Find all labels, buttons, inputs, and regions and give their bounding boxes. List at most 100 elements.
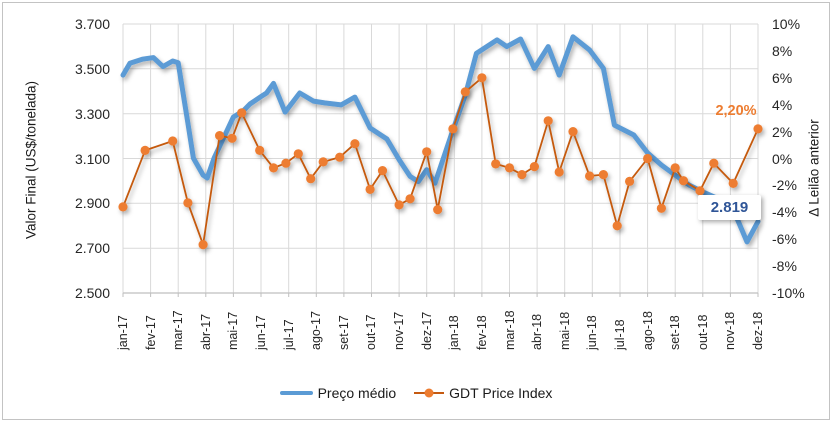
gdt-data-point	[168, 136, 178, 146]
gdt-data-point	[140, 145, 150, 155]
gdt-data-point	[448, 124, 458, 134]
preco-last-value-label: 2.819	[698, 195, 761, 220]
x-axis-tick-label: abr-17	[198, 313, 213, 350]
gdt-data-point	[255, 145, 265, 155]
gdt-data-point	[709, 158, 719, 168]
gdt-data-point	[350, 139, 360, 149]
x-axis-tick-label: set-17	[336, 315, 351, 350]
right-axis-tick-label: 10%	[772, 16, 801, 32]
gdt-data-point	[268, 163, 279, 173]
gdt-data-point	[281, 158, 291, 168]
x-axis-tick-label: mar-17	[171, 310, 186, 350]
gdt-data-point	[598, 170, 609, 180]
gdt-last-value-label: 2,20%	[715, 103, 757, 119]
left-axis-tick-label: 2.900	[74, 195, 110, 212]
right-axis-tick-label: 2%	[772, 123, 793, 140]
gdt-data-point	[335, 152, 345, 162]
x-axis-tick-label: dez-17	[419, 311, 434, 350]
gdt-data-point	[460, 87, 470, 97]
x-axis-tick-label: jan-17	[116, 315, 130, 350]
gdt-data-point	[306, 174, 316, 184]
gdt-data-point	[118, 202, 128, 212]
right-axis-tick-label: 8%	[772, 42, 793, 59]
x-axis-tick-label: nov-17	[392, 311, 407, 350]
legend-item-gdt-price-index: GDT Price Index	[414, 385, 552, 401]
left-axis-tick-label: 3.500	[74, 60, 110, 77]
gdt-data-point	[517, 170, 527, 180]
x-axis-tick-label: fev-18	[474, 315, 489, 350]
legend-item-preco-medio: Preço médio	[279, 385, 397, 401]
left-axis-tick-label: 2.700	[74, 240, 110, 257]
left-axis-title: Valor Final (US$/tonelada)	[23, 80, 39, 240]
gdt-line-sample-icon	[414, 388, 445, 398]
gdt-data-point	[625, 176, 635, 186]
gdt-data-point	[491, 159, 501, 169]
right-axis-title: Δ Leilão anterior	[806, 119, 822, 217]
preco-medio-line-sample-icon	[279, 390, 313, 396]
x-axis-tick-label: set-18	[668, 315, 683, 350]
legend-label-preco-medio: Preço médio	[317, 385, 397, 401]
gdt-data-point	[422, 147, 432, 157]
left-axis-tick-label: 3.100	[74, 150, 110, 167]
gdt-data-point	[543, 116, 553, 126]
left-axis-tick-label: 2.500	[74, 285, 110, 301]
gdt-data-point	[394, 200, 404, 210]
x-axis-tick-label: out-17	[364, 314, 379, 350]
preco-medio-line	[120, 34, 761, 245]
left-axis-tick-label: 3.700	[74, 16, 110, 32]
gdt-data-point	[198, 240, 208, 250]
x-axis-tick-label: mai-18	[557, 311, 572, 350]
gdt-data-point	[377, 166, 388, 176]
gdt-data-point	[529, 162, 540, 172]
gdt-data-point	[585, 171, 595, 181]
right-axis-tick-label: -2%	[772, 177, 797, 194]
gdt-data-point	[433, 205, 443, 215]
x-axis-tick-label: fev-17	[143, 315, 158, 350]
legend-label-gdt-price-index: GDT Price Index	[449, 385, 553, 401]
gdt-data-point	[227, 133, 237, 143]
x-axis-tick-label: dez-18	[751, 311, 765, 350]
gdt-data-point	[728, 178, 738, 188]
right-axis-tick-label: -10%	[772, 285, 805, 301]
gdt-data-point	[670, 163, 680, 173]
x-axis-tick-label: nov-18	[723, 311, 738, 350]
right-axis-tick-label: -4%	[772, 204, 797, 221]
x-axis-tick-label: abr-18	[530, 313, 545, 350]
gdt-data-point	[365, 184, 375, 194]
gdt-data-point	[678, 176, 689, 186]
gdt-data-point	[695, 186, 705, 196]
x-axis-tick-label: mai-17	[226, 311, 241, 350]
gdt-data-point	[293, 149, 303, 159]
x-axis-tick-label: ago-17	[309, 311, 324, 350]
left-axis-tick-label: 3.300	[74, 105, 110, 122]
right-axis-tick-label: -6%	[772, 231, 797, 248]
gdt-data-point	[183, 198, 193, 208]
x-axis-tick-label: jul-18	[612, 319, 627, 350]
gdt-data-point	[405, 194, 415, 204]
x-axis-tick-label: jan-18	[447, 315, 462, 350]
gdt-data-point	[753, 124, 763, 134]
x-axis-tick-label: mar-18	[502, 310, 517, 350]
gdt-data-point	[643, 153, 653, 164]
gdt-price-index-line	[122, 76, 759, 246]
legend: Preço médio GDT Price Index	[0, 385, 832, 401]
right-axis-tick-label: 6%	[772, 69, 793, 86]
gdt-data-point	[568, 127, 578, 137]
x-axis-tick-label: jun-17	[254, 315, 269, 350]
x-axis-tick-label: ago-18	[640, 311, 655, 350]
gdt-data-point	[504, 163, 515, 173]
gdt-marker-icon	[424, 388, 434, 398]
right-axis-tick-label: 0%	[772, 150, 793, 167]
gdt-data-point	[554, 167, 564, 177]
gdt-data-point	[656, 203, 667, 213]
x-axis-tick-label: jun-18	[585, 315, 600, 350]
x-axis-tick-label: out-18	[695, 314, 710, 350]
gdt-data-point	[237, 108, 247, 118]
gdt-data-point	[612, 221, 622, 231]
gdt-data-point	[318, 157, 328, 167]
right-axis-tick-label: -8%	[772, 258, 797, 275]
gdt-data-point	[477, 73, 487, 83]
gdt-data-point	[215, 131, 225, 141]
